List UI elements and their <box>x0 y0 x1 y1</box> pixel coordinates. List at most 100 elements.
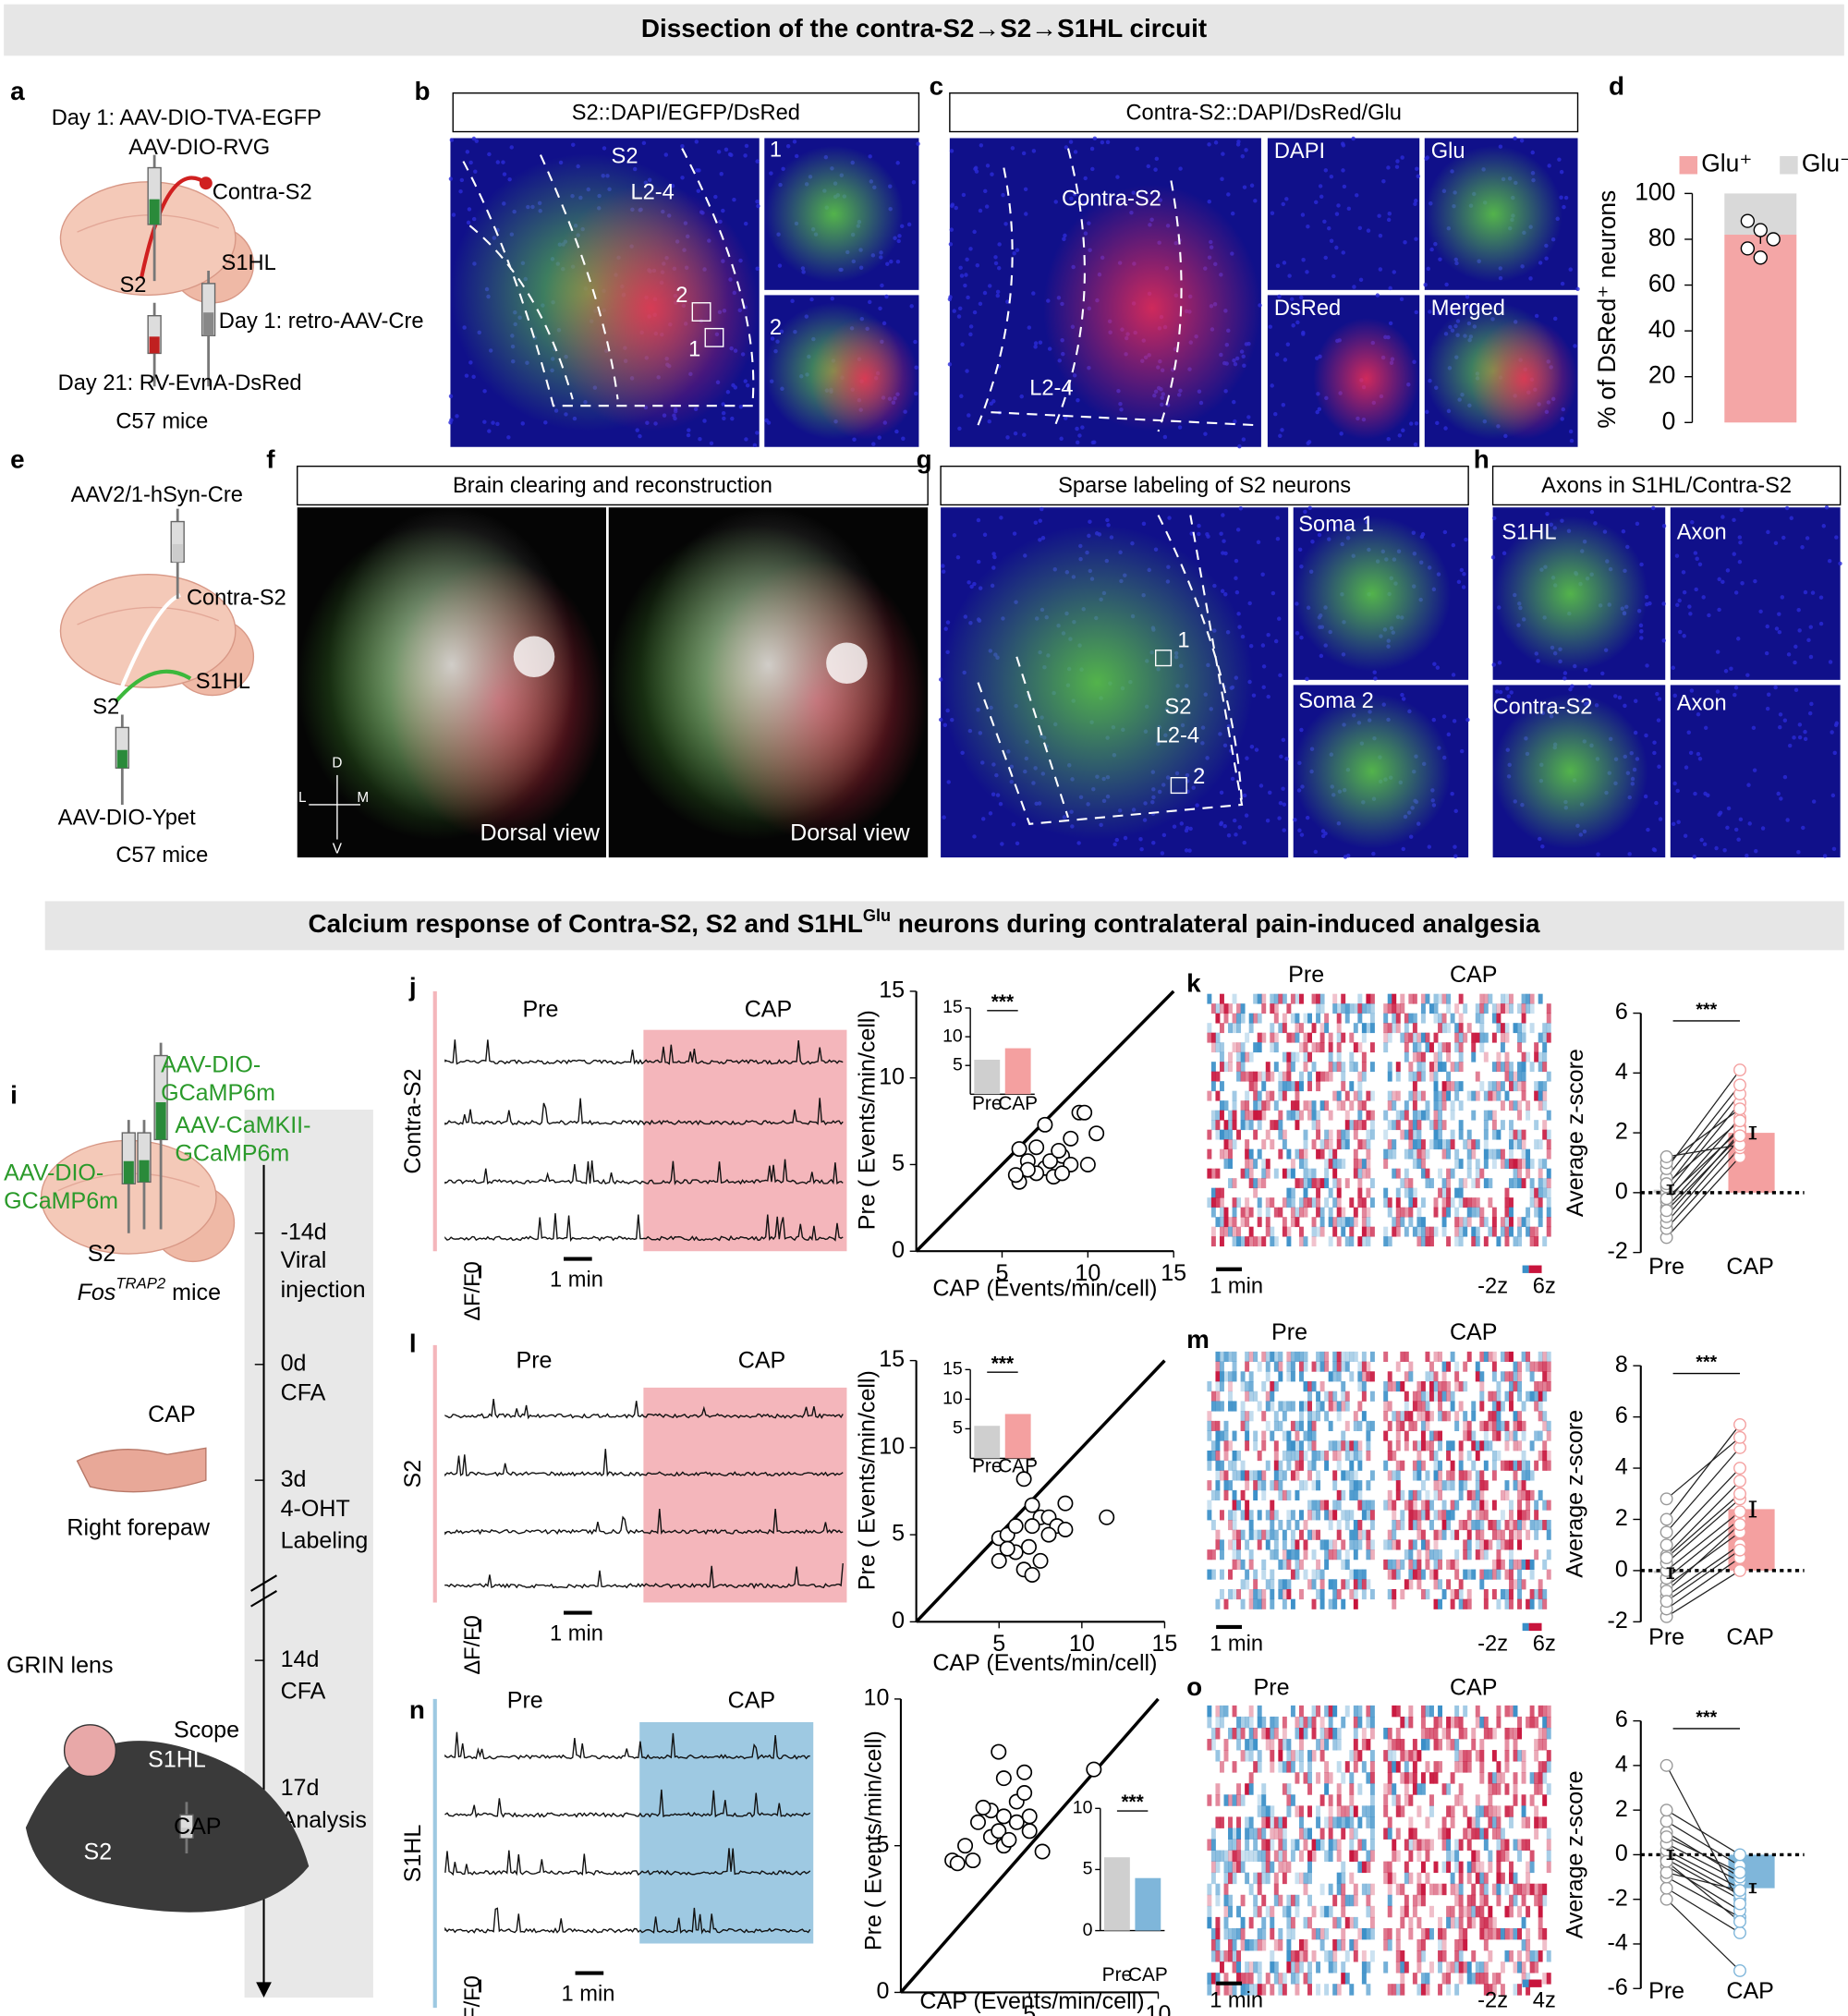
heatmap-cell <box>1483 1032 1489 1043</box>
heatmap-cell <box>1429 1371 1434 1382</box>
heatmap-cell <box>1219 1510 1224 1521</box>
heatmap-cell <box>1361 1411 1367 1422</box>
heatmap-cell <box>1387 1861 1392 1874</box>
heatmap-cell <box>1483 1510 1489 1521</box>
heatmap-cell <box>1504 1905 1510 1918</box>
heatmap-cell <box>1207 1973 1212 1985</box>
nucleus <box>1245 756 1249 760</box>
heatmap-cell <box>1479 1351 1485 1362</box>
heatmap-cell <box>1228 1051 1233 1063</box>
nucleus <box>1838 561 1842 566</box>
heatmap-cell <box>1303 1042 1308 1053</box>
heatmap-cell <box>1387 1023 1392 1034</box>
nucleus <box>719 172 723 176</box>
heatmap-cell <box>1353 1062 1358 1073</box>
nucleus <box>878 306 882 311</box>
heatmap-cell <box>1496 1381 1502 1392</box>
heatmap-cell <box>1232 1120 1237 1131</box>
heatmap-cell <box>1479 1480 1485 1491</box>
heatmap-cell <box>1546 1727 1551 1740</box>
heatmap-cell <box>1257 1927 1262 1940</box>
heatmap-cell <box>1282 1739 1287 1751</box>
heatmap-cell <box>1248 1411 1254 1422</box>
nucleus <box>1038 340 1043 345</box>
heatmap-cell <box>1458 1381 1464 1392</box>
heatmap-cell <box>1509 1588 1514 1600</box>
heatmap-cell <box>1215 1916 1221 1929</box>
heatmap-cell <box>1395 1187 1401 1198</box>
heatmap-cell <box>1517 1062 1523 1073</box>
nucleus <box>1435 665 1441 670</box>
heatmap-cell <box>1400 1381 1405 1392</box>
heatmap-cell <box>1387 1938 1392 1951</box>
heatmap-cell <box>1265 1529 1270 1540</box>
nucleus <box>972 229 977 235</box>
heatmap-cell <box>1509 1081 1514 1092</box>
nucleus <box>995 293 1001 298</box>
nucleus <box>1277 294 1282 299</box>
heatmap-cell <box>1324 1100 1330 1111</box>
soma-cluster <box>513 636 555 678</box>
heatmap-cell <box>1534 1500 1539 1511</box>
nucleus <box>1184 848 1189 853</box>
heatmap-cell <box>1324 1816 1330 1828</box>
heatmap-cell <box>1240 1168 1246 1179</box>
heatmap-cell <box>1395 1489 1401 1500</box>
heatmap-cell <box>1357 1168 1363 1179</box>
heatmap-cell <box>1534 1883 1539 1896</box>
heatmap-cell <box>1395 1961 1401 1973</box>
heatmap-cell <box>1412 1391 1417 1402</box>
heatmap-cell <box>1471 1905 1477 1918</box>
heatmap-cell <box>1290 1401 1295 1412</box>
heatmap-cell <box>1496 1894 1502 1907</box>
heatmap-cell <box>1488 1927 1493 1940</box>
heatmap-cell <box>1546 1110 1551 1121</box>
nucleus <box>755 431 760 435</box>
heatmap-cell <box>1392 1519 1397 1531</box>
heatmap-cell <box>1387 1071 1392 1082</box>
nucleus <box>1452 719 1457 723</box>
heatmap-cell <box>1471 1739 1477 1751</box>
heatmap-cell <box>1245 1816 1250 1828</box>
heatmap-cell <box>1219 1351 1224 1362</box>
heatmap-cell <box>1245 1973 1250 1985</box>
heatmap-cell <box>1336 1178 1342 1189</box>
heatmap-cell <box>1261 1588 1267 1600</box>
heatmap-cell <box>1479 1569 1485 1580</box>
heatmap-cell <box>1546 1003 1551 1014</box>
heatmap-cell <box>1479 1750 1485 1762</box>
heatmap-cell <box>1219 1716 1224 1729</box>
heatmap-cell <box>1475 1539 1480 1550</box>
calcium-trace <box>444 1848 811 1876</box>
heatmap-cell <box>1433 1071 1439 1082</box>
heatmap-cell <box>1353 1042 1358 1053</box>
heatmap-cell <box>1412 1519 1417 1531</box>
heatmap-cell <box>1324 1391 1330 1402</box>
label: CAP <box>148 1402 196 1427</box>
heatmap-cell <box>1383 1391 1389 1402</box>
heatmap-cell <box>1353 1727 1358 1740</box>
heatmap-cell <box>1232 1451 1237 1462</box>
heatmap-cell <box>1232 1828 1237 1840</box>
x-tick-label: Pre <box>972 1093 1003 1114</box>
label: Day 1: retro-AAV-Cre <box>219 310 424 334</box>
heatmap-cell <box>1282 1549 1287 1561</box>
heatmap-cell <box>1232 1529 1237 1540</box>
syringe-fill <box>149 199 160 225</box>
heatmap-cell <box>1336 1529 1342 1540</box>
nucleus <box>1179 821 1185 826</box>
heatmap-cell <box>1521 1420 1526 1431</box>
nucleus <box>1560 281 1565 286</box>
heatmap-cell <box>1383 1129 1389 1140</box>
heatmap-cell <box>1517 1236 1523 1247</box>
heatmap-cell <box>1500 1529 1505 1540</box>
heatmap-cell <box>1210 1226 1216 1237</box>
heatmap-cell <box>1253 1850 1258 1863</box>
heatmap-cell <box>1319 1938 1325 1951</box>
heatmap-cell <box>1349 1371 1355 1382</box>
heatmap-cell <box>1232 1984 1237 1996</box>
heatmap-cell <box>1466 1430 1472 1441</box>
nucleus <box>1737 559 1743 565</box>
heatmap-cell <box>1253 1187 1258 1198</box>
nucleus <box>1733 590 1739 595</box>
